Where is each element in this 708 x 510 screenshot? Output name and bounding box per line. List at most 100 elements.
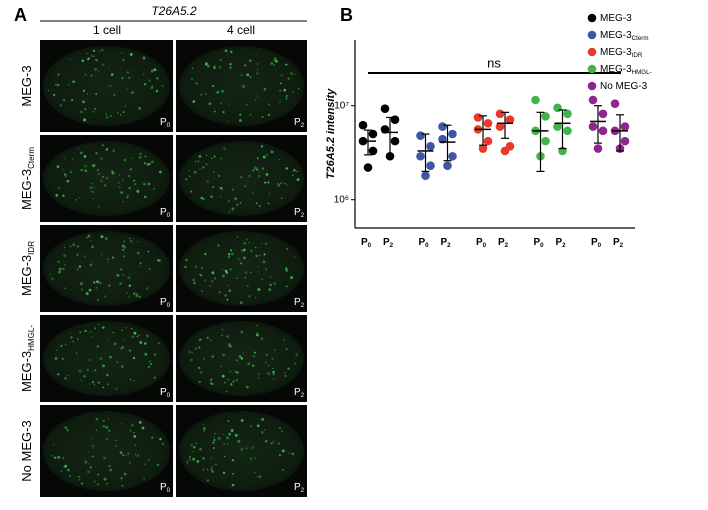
foci <box>133 179 136 182</box>
foci <box>244 276 247 279</box>
foci <box>63 254 66 257</box>
foci <box>195 160 197 162</box>
embryo <box>179 411 304 491</box>
foci <box>229 383 233 386</box>
foci <box>241 249 244 252</box>
foci <box>72 80 75 83</box>
foci <box>153 376 156 380</box>
foci <box>227 379 229 381</box>
foci <box>80 379 82 382</box>
foci <box>227 53 229 56</box>
foci <box>93 281 96 284</box>
foci <box>252 192 254 194</box>
foci <box>102 175 104 178</box>
foci <box>84 165 87 168</box>
cell-label-main: P <box>294 207 301 218</box>
foci <box>220 59 222 61</box>
foci <box>87 470 90 474</box>
foci <box>206 336 209 340</box>
foci <box>77 147 79 150</box>
foci <box>208 102 211 105</box>
legend-marker <box>587 47 597 57</box>
foci <box>103 456 106 460</box>
foci <box>56 165 60 169</box>
foci <box>84 73 87 76</box>
foci <box>256 332 258 334</box>
foci <box>188 350 191 354</box>
foci <box>118 186 121 189</box>
foci <box>210 469 213 471</box>
foci <box>69 171 73 174</box>
foci <box>226 335 229 338</box>
foci <box>227 420 230 422</box>
legend-label-main: MEG-3 <box>600 64 632 75</box>
foci <box>229 268 232 271</box>
foci <box>64 173 67 176</box>
foci <box>62 457 65 459</box>
foci <box>256 424 260 428</box>
foci <box>192 457 196 461</box>
data-point <box>426 161 435 171</box>
row-label-sub: IDR <box>27 241 36 255</box>
foci <box>261 278 264 281</box>
foci <box>199 273 202 276</box>
foci <box>54 83 57 86</box>
foci <box>211 271 215 275</box>
foci <box>64 287 66 289</box>
foci <box>210 195 213 198</box>
foci <box>221 268 224 271</box>
foci <box>202 197 205 201</box>
foci <box>188 175 191 178</box>
foci <box>111 171 115 175</box>
x-tick-label: P0 <box>418 237 429 249</box>
foci <box>256 333 259 336</box>
x-tick-label: P0 <box>533 237 544 249</box>
foci <box>205 62 207 65</box>
foci <box>159 170 162 174</box>
data-point <box>416 151 425 161</box>
cell-label-main: P <box>160 482 167 493</box>
foci <box>147 365 151 369</box>
foci <box>105 438 108 440</box>
foci <box>184 265 187 269</box>
foci <box>139 265 141 267</box>
foci <box>156 77 159 80</box>
foci <box>258 204 261 208</box>
foci <box>120 191 124 194</box>
foci <box>198 338 202 341</box>
foci <box>278 454 282 457</box>
foci <box>69 58 71 60</box>
foci <box>151 160 154 164</box>
foci <box>287 77 290 80</box>
foci <box>225 436 229 440</box>
foci <box>88 463 90 465</box>
x-tick-label-main: P <box>440 237 447 248</box>
foci <box>219 186 223 190</box>
x-tick-label-sub: 2 <box>505 242 509 249</box>
foci <box>84 460 88 464</box>
foci <box>203 358 205 360</box>
foci <box>202 456 205 460</box>
foci <box>57 456 61 460</box>
foci <box>95 93 98 95</box>
foci <box>263 87 267 91</box>
cell-label-main: P <box>294 387 301 398</box>
foci <box>91 455 94 458</box>
foci <box>153 68 157 72</box>
foci <box>234 197 237 201</box>
foci <box>254 99 257 101</box>
foci <box>220 157 223 160</box>
cell-label: P0 <box>160 207 171 219</box>
foci <box>136 335 139 338</box>
foci <box>148 267 151 270</box>
foci <box>78 369 82 373</box>
foci <box>203 429 206 432</box>
x-tick-label-sub: 0 <box>540 242 544 249</box>
foci <box>252 354 256 358</box>
foci <box>105 148 109 151</box>
foci <box>217 436 221 440</box>
foci <box>291 452 295 456</box>
x-tick-label: P2 <box>498 237 509 249</box>
foci <box>64 263 66 266</box>
foci <box>64 426 68 430</box>
